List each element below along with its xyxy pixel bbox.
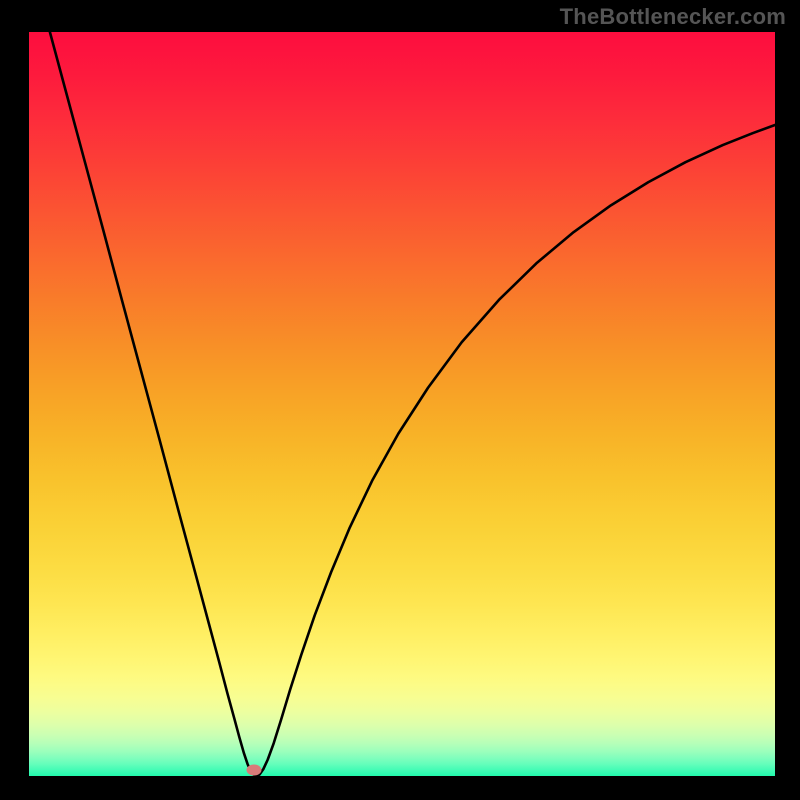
chart-root: TheBottlenecker.com	[0, 0, 800, 800]
optimum-marker	[247, 765, 262, 776]
bottleneck-curve	[29, 32, 775, 776]
curve-path	[50, 32, 775, 776]
attribution-label: TheBottlenecker.com	[560, 4, 786, 30]
plot-area	[29, 32, 775, 776]
